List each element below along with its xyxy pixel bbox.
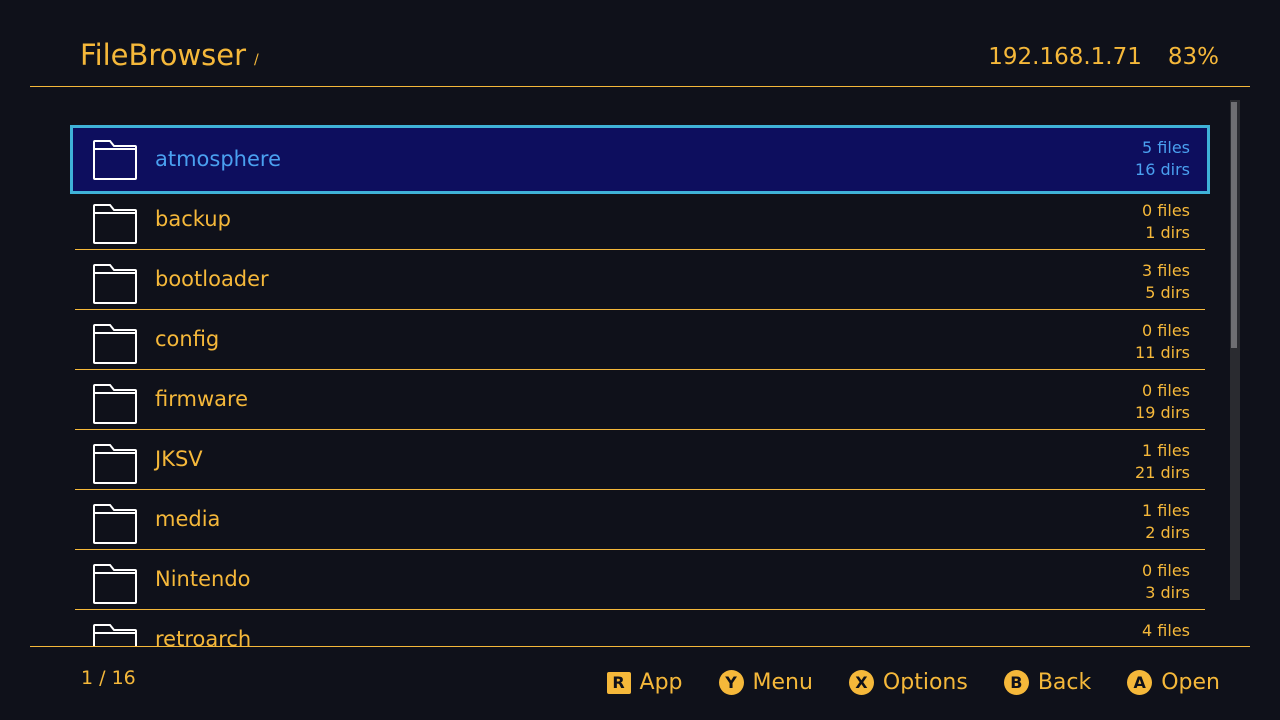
folder-icon <box>93 444 137 484</box>
folder-counts: 0 files 1 dirs <box>1142 200 1190 244</box>
dir-count: 1 dirs <box>1145 223 1190 242</box>
folder-name: firmware <box>155 387 249 411</box>
folder-counts: 0 files 3 dirs <box>1142 560 1190 604</box>
folder-counts: 0 files 19 dirs <box>1135 380 1190 424</box>
file-count: 0 files <box>1142 561 1190 580</box>
folder-icon <box>93 384 137 424</box>
folder-name: bootloader <box>155 267 269 291</box>
file-count: 1 files <box>1142 501 1190 520</box>
file-count: 0 files <box>1142 381 1190 400</box>
button-x-icon: X <box>848 670 874 695</box>
ip-address: 192.168.1.71 <box>988 44 1142 70</box>
folder-row[interactable]: media 1 files 2 dirs <box>75 490 1205 550</box>
folder-icon <box>93 204 137 244</box>
dir-count: 19 dirs <box>1135 403 1190 422</box>
battery-level: 83% <box>1167 44 1219 70</box>
folder-row[interactable]: config 0 files 11 dirs <box>75 310 1205 370</box>
folder-icon <box>93 324 137 364</box>
file-count: 3 files <box>1142 261 1190 280</box>
folder-row[interactable]: retroarch 4 files 17 dirs <box>75 610 1205 646</box>
dir-count: 3 dirs <box>1145 583 1190 602</box>
folder-counts: 0 files 11 dirs <box>1135 320 1190 364</box>
dir-count: 2 dirs <box>1145 523 1190 542</box>
scrollbar-thumb[interactable] <box>1231 102 1237 348</box>
folder-icon <box>93 624 137 646</box>
button-hints: R App Y Menu X Options B Back A Open <box>606 670 1220 695</box>
hint-open[interactable]: A Open <box>1127 670 1220 695</box>
hint-label: Open <box>1161 670 1220 695</box>
folder-row[interactable]: bootloader 3 files 5 dirs <box>75 250 1205 310</box>
button-b-icon: B <box>1003 670 1029 695</box>
folder-counts: 5 files 16 dirs <box>1135 137 1190 181</box>
folder-icon <box>93 140 137 180</box>
folder-row[interactable]: atmosphere 5 files 16 dirs <box>70 125 1210 194</box>
folder-counts: 3 files 5 dirs <box>1142 260 1190 304</box>
dir-count: 21 dirs <box>1135 463 1190 482</box>
dir-count: 11 dirs <box>1135 343 1190 362</box>
folder-name: media <box>155 507 221 531</box>
folder-row[interactable]: backup 0 files 1 dirs <box>75 190 1205 250</box>
file-count: 0 files <box>1142 321 1190 340</box>
folder-name: Nintendo <box>155 567 251 591</box>
app-title: FileBrowser <box>80 38 247 72</box>
hint-label: App <box>639 670 683 695</box>
dir-count: 16 dirs <box>1135 160 1190 179</box>
hint-label: Options <box>882 670 968 695</box>
hint-label: Menu <box>752 670 813 695</box>
hint-options[interactable]: X Options <box>848 670 968 695</box>
folder-name: config <box>155 327 220 351</box>
dir-count: 5 dirs <box>1145 283 1190 302</box>
header-divider <box>30 86 1250 87</box>
folder-row[interactable]: JKSV 1 files 21 dirs <box>75 430 1205 490</box>
hint-back[interactable]: B Back <box>1003 670 1092 695</box>
button-r-icon: R <box>606 671 631 694</box>
folder-name: retroarch <box>155 627 252 646</box>
file-count: 4 files <box>1142 621 1190 640</box>
folder-name: atmosphere <box>155 147 281 171</box>
file-count: 5 files <box>1142 138 1190 157</box>
folder-icon <box>93 564 137 604</box>
button-y-icon: Y <box>718 670 744 695</box>
file-count: 0 files <box>1142 201 1190 220</box>
hint-label: Back <box>1037 670 1092 695</box>
hint-app[interactable]: R App <box>606 670 683 695</box>
footer-divider <box>30 646 1250 647</box>
dir-count: 17 dirs <box>1135 642 1190 646</box>
status-area: 192.168.1.71 83% <box>988 44 1219 70</box>
button-a-icon: A <box>1127 670 1153 695</box>
folder-icon <box>93 264 137 304</box>
folder-row[interactable]: firmware 0 files 19 dirs <box>75 370 1205 430</box>
folder-icon <box>93 504 137 544</box>
page-indicator: 1 / 16 <box>81 667 136 689</box>
folder-name: JKSV <box>155 447 203 471</box>
folder-counts: 4 files 17 dirs <box>1135 620 1190 646</box>
folder-counts: 1 files 21 dirs <box>1135 440 1190 484</box>
hint-menu[interactable]: Y Menu <box>718 670 813 695</box>
folder-row[interactable]: Nintendo 0 files 3 dirs <box>75 550 1205 610</box>
scrollbar[interactable] <box>1230 100 1240 600</box>
current-path: / <box>254 52 259 68</box>
folder-name: backup <box>155 207 231 231</box>
file-count: 1 files <box>1142 441 1190 460</box>
folder-counts: 1 files 2 dirs <box>1142 500 1190 544</box>
file-list: atmosphere 5 files 16 dirs backup 0 files… <box>70 125 1210 646</box>
